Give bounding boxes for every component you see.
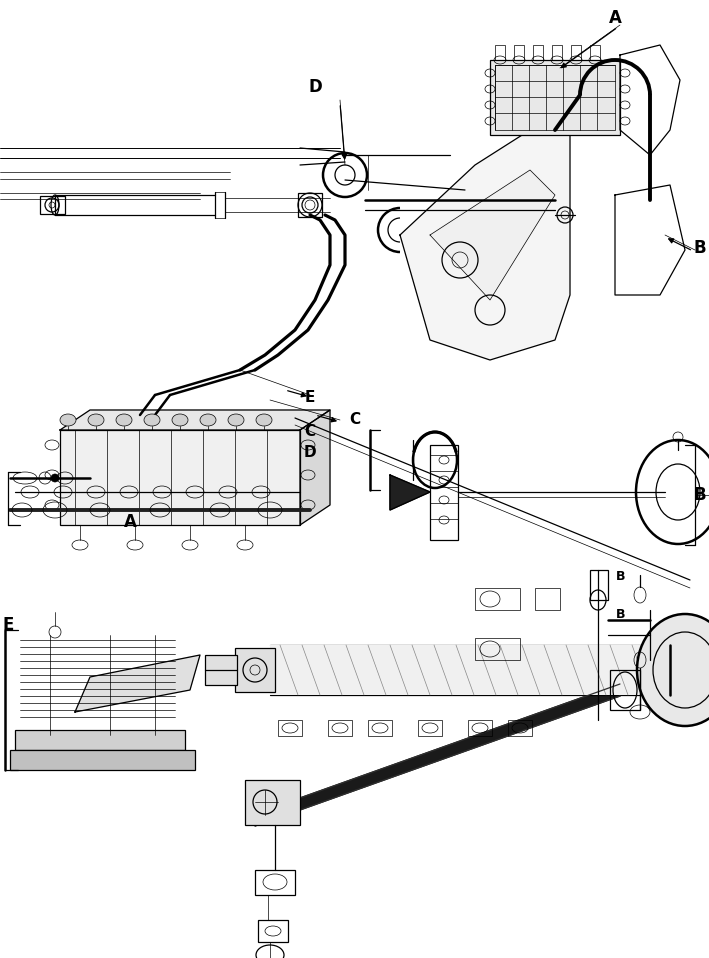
Bar <box>235 648 275 692</box>
Bar <box>514 45 524 60</box>
Text: A: A <box>123 513 136 531</box>
Polygon shape <box>400 115 570 360</box>
Bar <box>490 60 620 135</box>
Ellipse shape <box>256 414 272 426</box>
Polygon shape <box>60 410 330 430</box>
Bar <box>245 780 300 825</box>
Bar <box>590 45 600 60</box>
Ellipse shape <box>637 614 709 726</box>
Bar <box>328 720 352 736</box>
Text: A: A <box>608 9 621 27</box>
Text: D: D <box>303 445 316 460</box>
Bar <box>15 730 185 750</box>
Bar <box>205 655 237 685</box>
Polygon shape <box>430 170 555 300</box>
Polygon shape <box>390 475 430 510</box>
Ellipse shape <box>200 414 216 426</box>
Ellipse shape <box>51 474 59 482</box>
Polygon shape <box>255 684 620 826</box>
Bar <box>533 45 543 60</box>
Bar <box>60 430 300 525</box>
Bar <box>475 588 520 610</box>
Bar <box>255 870 295 895</box>
Ellipse shape <box>172 414 188 426</box>
Text: B: B <box>616 608 626 622</box>
Polygon shape <box>75 655 200 712</box>
Bar <box>298 193 322 217</box>
Text: C: C <box>350 413 361 427</box>
Bar <box>10 750 195 770</box>
Ellipse shape <box>88 414 104 426</box>
Bar <box>40 196 65 214</box>
Text: B: B <box>616 571 626 583</box>
Text: B: B <box>693 486 706 504</box>
Bar <box>475 638 520 660</box>
Bar <box>610 670 640 710</box>
Bar <box>270 645 670 695</box>
Bar <box>468 720 492 736</box>
Text: D: D <box>308 78 322 96</box>
Ellipse shape <box>116 414 132 426</box>
Bar <box>258 920 288 942</box>
Bar <box>571 45 581 60</box>
Text: E: E <box>305 390 316 404</box>
Bar <box>430 445 458 540</box>
Bar <box>535 588 560 610</box>
Text: E: E <box>2 616 13 634</box>
Text: C: C <box>304 424 316 440</box>
Polygon shape <box>300 410 330 525</box>
Bar <box>278 720 302 736</box>
Ellipse shape <box>60 414 76 426</box>
Bar <box>590 570 608 600</box>
Bar <box>552 45 562 60</box>
Ellipse shape <box>228 414 244 426</box>
Bar <box>495 65 615 130</box>
Text: B: B <box>693 239 706 257</box>
Bar <box>495 45 505 60</box>
Bar <box>418 720 442 736</box>
Ellipse shape <box>144 414 160 426</box>
Bar <box>508 720 532 736</box>
Bar <box>368 720 392 736</box>
